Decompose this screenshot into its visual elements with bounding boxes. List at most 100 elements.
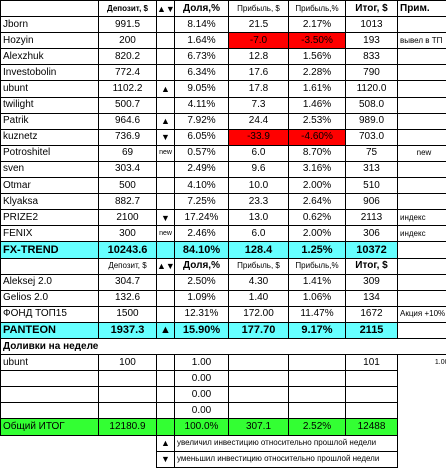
profit-pct-value: 0.62% [289, 210, 346, 226]
note-value [398, 49, 446, 65]
weekly-total [346, 371, 398, 387]
header-row-2: Депозит, $▲▼Доля,%Прибыль, $Прибыль,%Ито… [1, 258, 446, 274]
weekly-total [346, 387, 398, 403]
investor-name: kuznetz [1, 129, 99, 145]
total-value: 790 [346, 65, 398, 81]
share-value: 7.92% [175, 113, 229, 129]
profit-pct-value: 1.06% [289, 290, 346, 306]
weekly-title-row: Доливки на неделе [1, 338, 446, 354]
deposit-value: 500.7 [99, 97, 157, 113]
share-value: 8.14% [175, 17, 229, 33]
share-value: 1.64% [175, 33, 229, 49]
empty-cell [289, 387, 346, 403]
profit-value: 23.3 [229, 194, 289, 210]
profit-value: 1.40 [229, 290, 289, 306]
share-value: 17.24% [175, 210, 229, 226]
profit-pct-value: 2.64% [289, 194, 346, 210]
note-value [398, 97, 446, 113]
header-total: Итог, $ [346, 1, 398, 17]
header-deposit: Депозит, $ [99, 1, 157, 17]
empty-cell [346, 338, 398, 354]
deposit-value: 1500 [99, 306, 157, 322]
total-value: 193 [346, 33, 398, 49]
investor-name: Investobolin [1, 65, 99, 81]
share-value: 2.46% [175, 226, 229, 242]
share-value: 9.05% [175, 81, 229, 97]
profit-pct-value: 1.46% [289, 97, 346, 113]
header-arrows: ▲▼ [157, 1, 175, 17]
weekly-name: ubunt [1, 355, 99, 371]
share-value: 6.34% [175, 65, 229, 81]
total-value: 75 [346, 145, 398, 161]
investor-name: Potroshitel [1, 145, 99, 161]
arrow-cell [157, 242, 175, 258]
investor-name: Patrik [1, 113, 99, 129]
note-value [398, 113, 446, 129]
note-cell [398, 322, 446, 338]
share-value: 0.57% [175, 145, 229, 161]
empty-cell [398, 338, 446, 354]
arrow-cell [157, 65, 175, 81]
note-value [398, 65, 446, 81]
total-value: 2113 [346, 210, 398, 226]
note-value [398, 178, 446, 194]
total-value: 1672 [346, 306, 398, 322]
arrow-cell [157, 355, 175, 371]
deposit-value: 772.4 [99, 65, 157, 81]
profit-pct-value: 1.56% [289, 49, 346, 65]
empty-cell [289, 403, 346, 419]
empty-cell [289, 371, 346, 387]
note-value [398, 17, 446, 33]
weekly-note: 1.00 [398, 355, 446, 371]
investor-name: Klyaksa [1, 194, 99, 210]
share-value: 2.49% [175, 161, 229, 177]
arrow-cell [157, 49, 175, 65]
header-note: Прим. [398, 1, 446, 17]
header-share: Доля,% [175, 1, 229, 17]
fx-trend-deposit: 10243.6 [99, 242, 157, 258]
arrow-cell [157, 194, 175, 210]
note-value: индекс [398, 210, 446, 226]
fx-trend-total: 10372 [346, 242, 398, 258]
profit-value: 172.00 [229, 306, 289, 322]
total-value: 313 [346, 161, 398, 177]
weekly-row: 0.00 [1, 387, 446, 403]
grand-total-profit-pct: 2.52% [289, 419, 346, 435]
arrow-cell [157, 161, 175, 177]
up-arrow-icon: ▲ [157, 435, 175, 451]
deposit-value: 882.7 [99, 194, 157, 210]
share-value: 1.09% [175, 290, 229, 306]
investor-name: FENIX [1, 226, 99, 242]
header-row: Депозит, $▲▼Доля,%Прибыль, $Прибыль,%Ито… [1, 1, 446, 17]
arrow-cell [157, 178, 175, 194]
total-value: 1013 [346, 17, 398, 33]
profit-value: 6.0 [229, 226, 289, 242]
note-value [398, 290, 446, 306]
legend-row: ▼уменьшил инвестицию относительно прошло… [1, 451, 446, 467]
total-value: 508.0 [346, 97, 398, 113]
arrow-cell: new [157, 226, 175, 242]
empty-cell [289, 338, 346, 354]
total-value: 306 [346, 226, 398, 242]
up-arrow-icon: ▲ [157, 113, 175, 129]
panteon-profit-pct: 9.17% [289, 322, 346, 338]
profit-value: 12.8 [229, 49, 289, 65]
profit-value: 17.8 [229, 81, 289, 97]
empty-cell [289, 355, 346, 371]
profit-value: -33.9 [229, 129, 289, 145]
panteon-share: 15.90% [175, 322, 229, 338]
weekly-deposit: 100 [99, 355, 157, 371]
fx-trend-label: FX-TREND [1, 242, 99, 258]
note-cell [398, 242, 446, 258]
share-value: 7.25% [175, 194, 229, 210]
profit-value: 7.3 [229, 97, 289, 113]
investor-name: Jborn [1, 17, 99, 33]
